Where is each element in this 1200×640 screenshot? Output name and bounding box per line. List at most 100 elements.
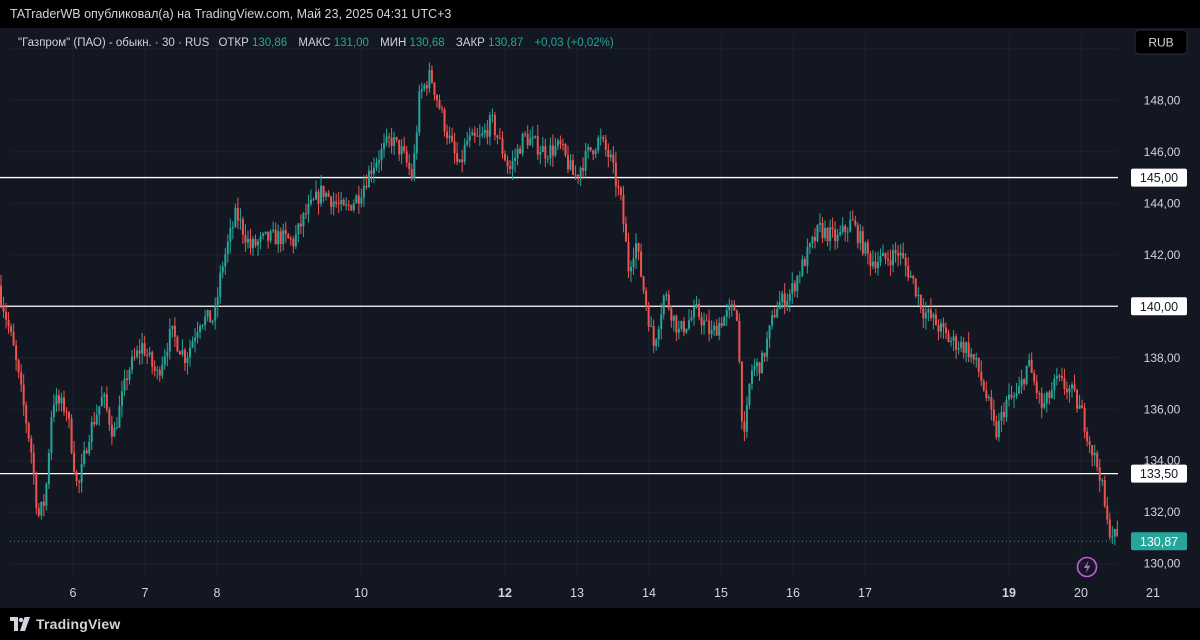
currency-button-label[interactable]: RUB [1148,36,1173,50]
candle-body [904,257,907,266]
candle-body [413,153,416,178]
candle-body [1043,403,1046,408]
time-tick-label: 16 [786,586,800,600]
candle-body [521,133,524,154]
candle-body [1060,375,1063,379]
candle-body [574,174,577,176]
legend-line: "Газпром" (ПАО) - обыкн. · 30 · RUS ОТКР… [18,37,614,49]
candle-body [113,427,116,437]
candle-body [383,142,386,150]
candle-body [939,323,942,332]
candle-body [189,347,191,358]
candle-body [123,378,126,392]
candle-body [259,235,262,242]
candle-body [1098,467,1101,481]
candle-body [1010,394,1013,398]
candle-body [1005,399,1008,418]
candle-body [635,243,638,259]
candle-body [55,395,58,405]
lightning-icon[interactable] [1076,556,1098,578]
candle-body [304,213,307,215]
candle-body [118,405,121,428]
candle-body [408,162,411,170]
candle-body [695,303,698,308]
candle-body [294,234,297,247]
candle-body [1103,480,1106,506]
candle-body [831,227,834,230]
candle-body [191,341,194,348]
candle-body [428,69,431,89]
candle-body [932,314,935,319]
candle-body [627,241,630,272]
price-chart[interactable]: 150,00148,00146,00144,00142,00140,00138,… [0,28,1200,608]
candle-body [909,275,912,278]
candle-body [771,315,774,326]
candle-body [524,133,527,135]
candle-body [962,341,965,353]
candle-body [1063,378,1066,389]
candle-body [816,224,819,241]
candle-body [819,222,821,225]
candle-body [360,197,363,204]
candle-body [803,259,806,266]
candle-body [536,136,539,155]
candle-body [194,337,197,342]
candle-body [196,332,199,338]
candle-body [894,250,897,254]
candle-body [738,320,741,362]
candle-body [813,236,816,241]
candle-body [960,341,963,349]
candle-body [1048,392,1051,398]
time-axis[interactable]: 678101213141516171920212223 [70,586,1200,600]
candle-body [410,169,413,178]
candle-body [977,357,980,372]
candle-body [997,420,1000,438]
candle-body [836,234,839,242]
candle-body [965,342,968,353]
currency-button-box[interactable] [1134,29,1188,55]
candle-body [83,450,86,464]
lightning-icon-bolt [1083,560,1091,574]
candle-body [42,501,45,506]
candle-body [471,132,474,136]
candle-body [650,325,653,327]
candle-body [927,309,930,313]
candle-body [796,276,799,292]
candle-body [158,370,161,376]
candle-body [131,356,134,370]
candle-body [756,362,758,367]
candle-body [93,421,96,425]
candle-body [849,219,852,232]
candle-body [846,231,849,233]
candle-body [468,135,471,141]
currency-button[interactable]: RUB [1134,29,1188,55]
candle-body [352,203,355,211]
candle-body [231,226,234,229]
candle-body [451,135,454,142]
tradingview-logo[interactable]: TradingView [10,616,120,632]
tradingview-logo-icon [10,617,30,631]
candles[interactable] [0,62,1144,562]
candle-body [967,342,970,358]
horizontal-levels[interactable] [0,176,1130,475]
candle-body [456,153,459,162]
candle-body [854,220,857,225]
candle-body [715,325,718,336]
candle-body [745,405,748,432]
candle-body [975,357,978,360]
candle-body [922,308,925,319]
candle-body [309,199,312,204]
candle-body [561,143,564,145]
candle-body [496,135,499,138]
candle-body [458,159,461,162]
candle-body [0,285,2,306]
candle-body [934,314,937,326]
candle-body [559,140,562,144]
candle-body [73,452,76,472]
candle-body [829,227,832,242]
time-tick-label: 10 [354,586,368,600]
candle-body [115,427,118,429]
candle-body [887,258,890,261]
candle-body [168,328,171,352]
candle-body [70,418,73,453]
